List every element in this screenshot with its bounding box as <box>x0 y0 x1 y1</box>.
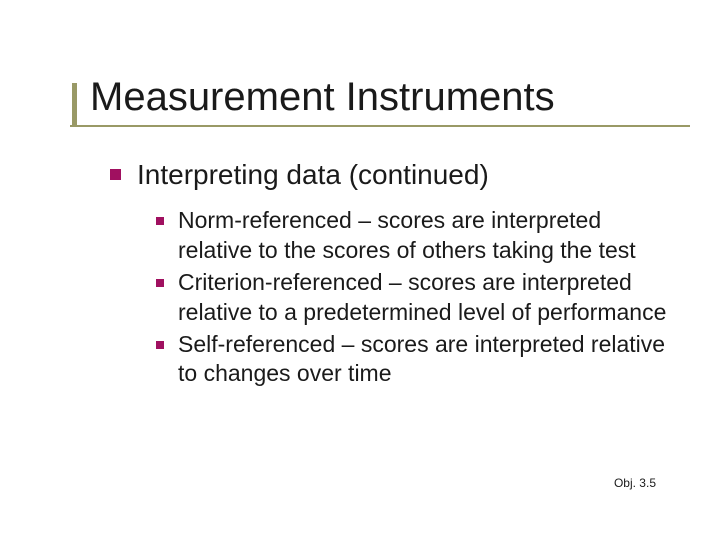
title-block: Measurement Instruments <box>90 75 670 127</box>
list-item-level2: Criterion-referenced – scores are interp… <box>156 268 670 328</box>
square-bullet-icon <box>110 169 121 180</box>
list-item-level1: Interpreting data (continued) <box>110 157 670 192</box>
square-bullet-icon <box>156 341 164 349</box>
square-bullet-icon <box>156 279 164 287</box>
footnote: Obj. 3.5 <box>614 476 656 490</box>
sub-list: Norm-referenced – scores are interpreted… <box>156 206 670 389</box>
level2-text: Self-referenced – scores are interpreted… <box>178 330 670 390</box>
title-accent-bar <box>72 83 77 125</box>
list-item-level2: Norm-referenced – scores are interpreted… <box>156 206 670 266</box>
level1-text: Interpreting data (continued) <box>137 157 489 192</box>
content-area: Interpreting data (continued) Norm-refer… <box>110 157 670 389</box>
list-item-level2: Self-referenced – scores are interpreted… <box>156 330 670 390</box>
level2-text: Norm-referenced – scores are interpreted… <box>178 206 670 266</box>
slide-title: Measurement Instruments <box>90 75 670 119</box>
level2-text: Criterion-referenced – scores are interp… <box>178 268 670 328</box>
title-underline <box>70 125 690 127</box>
square-bullet-icon <box>156 217 164 225</box>
slide: Measurement Instruments Interpreting dat… <box>0 0 720 540</box>
